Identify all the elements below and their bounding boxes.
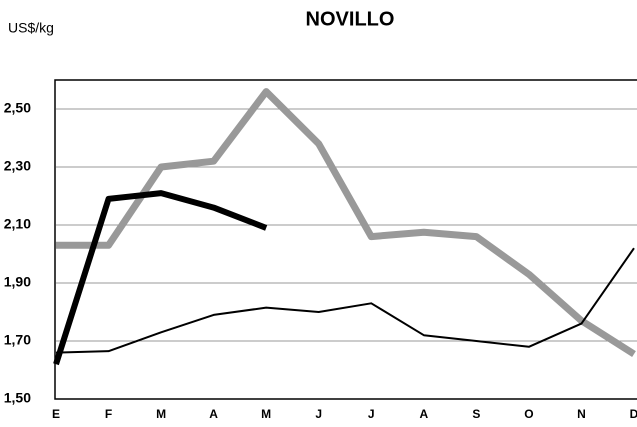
chart-title: NOVILLO (306, 8, 395, 30)
x-tick-label: A (209, 407, 218, 421)
series-line (56, 88, 636, 358)
x-tick-label: N (577, 407, 586, 421)
y-tick-label: 1,90 (4, 274, 31, 290)
y-tick-label: 1,70 (4, 332, 31, 348)
y-tick-label: 2,10 (4, 216, 31, 232)
y-tick-label: 2,50 (4, 100, 31, 116)
x-tick-label: O (524, 407, 533, 421)
y-axis-label: US$/kg (8, 20, 54, 36)
x-tick-label: S (472, 407, 480, 421)
x-tick-label: M (261, 407, 271, 421)
series-line (53, 190, 268, 366)
x-tick-label: F (105, 407, 112, 421)
y-tick-label: 2,30 (4, 158, 31, 174)
plot-border (54, 79, 637, 400)
x-tick-label: E (52, 407, 60, 421)
y-tick-label: 1,50 (4, 390, 31, 406)
x-tick-label: A (419, 407, 428, 421)
x-tick-label: D (630, 407, 637, 421)
x-tick-label: M (156, 407, 166, 421)
x-tick-label: J (315, 407, 322, 421)
series-line (55, 247, 635, 354)
x-tick-label: J (368, 407, 375, 421)
